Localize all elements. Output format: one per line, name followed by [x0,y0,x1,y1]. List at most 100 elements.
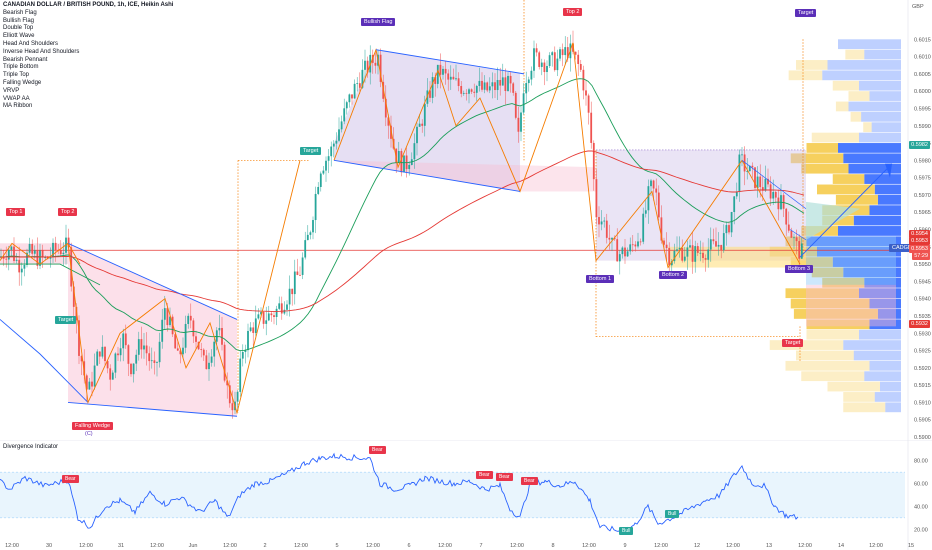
candle-up [213,341,216,357]
legend-item[interactable]: Double Top [3,25,34,32]
candle-up [62,252,65,255]
osc-bear-tag: Bear [62,475,79,483]
price-tick-label: 0.5980 [914,158,931,164]
price-chart[interactable]: 0.6015 0.6010 0.6005 0.6000 0.5995 0.5990 0.59… [0,0,932,440]
legend-item[interactable]: Falling Wedge [3,79,42,86]
volume-bar-down [838,226,901,236]
legend-item[interactable]: Triple Top [3,72,30,79]
volume-bar-down [843,153,901,164]
time-tick-label: 31 [118,543,124,549]
candle-down [439,64,442,75]
indicator-lines [0,78,805,352]
pennant-zone [806,201,860,240]
legend-item[interactable]: Bearish Pennant [3,56,48,63]
time-tick-label: 7 [479,543,482,549]
candle-up [283,309,286,314]
candle-up [182,347,184,355]
legend-item[interactable]: VWAP AA [3,95,30,102]
candle-down [473,91,476,93]
candle-up [49,256,52,259]
candle-down [176,348,179,351]
legend-item[interactable]: Triple Bottom [3,64,39,71]
candle-up [169,316,171,326]
candle-down [41,250,44,258]
candle-down [517,117,520,132]
candle-down [379,54,382,82]
candle-up [491,82,494,87]
legend-item[interactable]: Inverse Head And Shoulders [3,48,80,55]
osc-bear-tag: Bear [476,471,493,479]
candle-up [546,65,548,73]
candle-up [265,320,268,324]
time-tick-label: 12:00 [79,543,93,549]
candle-up [7,249,10,260]
candle-down [400,151,403,173]
candle-up [257,314,260,319]
candle-down [561,49,564,56]
elliott-wave-line [67,160,301,415]
candle-down [78,320,80,356]
candle-down [200,349,203,351]
candle-up [241,352,244,359]
candle-up [735,191,738,197]
candle-up [161,319,164,342]
legend-item[interactable]: MA Ribbon [3,103,33,110]
candle-down [221,327,223,345]
volume-bar-up [850,111,862,122]
legend-item[interactable]: VRVP [3,87,20,94]
legend-item[interactable]: Elliott Wave [3,33,35,40]
candle-up [301,257,304,275]
candle-up [551,52,554,56]
time-tick-label: 12:00 [869,543,883,549]
candle-up [540,62,543,67]
candle-down [782,195,785,209]
currency-label: GBP [912,4,924,10]
candle-down [590,112,593,143]
candle-down [171,316,174,335]
candle-down [759,176,762,188]
candle-up [156,362,158,363]
volume-bar-up [811,132,859,143]
legend-item[interactable]: Bullish Flag [3,17,35,24]
candle-up [52,242,54,257]
candle-up [288,288,291,305]
candle-down [166,308,169,326]
candle-up [119,348,122,356]
candle-down [535,48,538,53]
candle-up [340,121,343,130]
candle-down [106,361,109,369]
oscillator-line [0,452,799,535]
candle-up [215,330,218,342]
volume-bar-up [827,381,880,392]
candle-down [538,52,541,67]
candle-down [696,246,699,253]
volume-bar-up [769,340,844,350]
candle-up [236,391,239,402]
candle-down [767,178,769,185]
volume-bar-up [806,143,838,153]
candle-up [650,180,652,187]
candle-down [504,77,507,91]
candle-down [608,237,611,240]
volume-bar-down [838,143,901,153]
candle-down [702,252,704,259]
candle-down [231,403,234,411]
legend-item[interactable]: Head And Shoulders [3,40,59,47]
price-label-5954: 0.5954 [909,230,930,238]
candle-down [598,217,600,225]
volume-bar-down [806,236,901,247]
legend-item[interactable]: Bearish Flag [3,9,37,16]
candle-up [408,164,411,170]
candle-up [254,318,257,333]
candle-up [522,93,525,113]
time-tick-label: 12:00 [582,543,596,549]
candle-up [559,49,561,59]
candle-down [509,75,512,84]
candle-up [309,232,312,235]
candle-up [764,178,767,191]
candle-down [660,217,663,241]
volume-bar-up [801,163,849,174]
volume-bar-down [885,402,901,413]
candle-down [140,339,143,350]
